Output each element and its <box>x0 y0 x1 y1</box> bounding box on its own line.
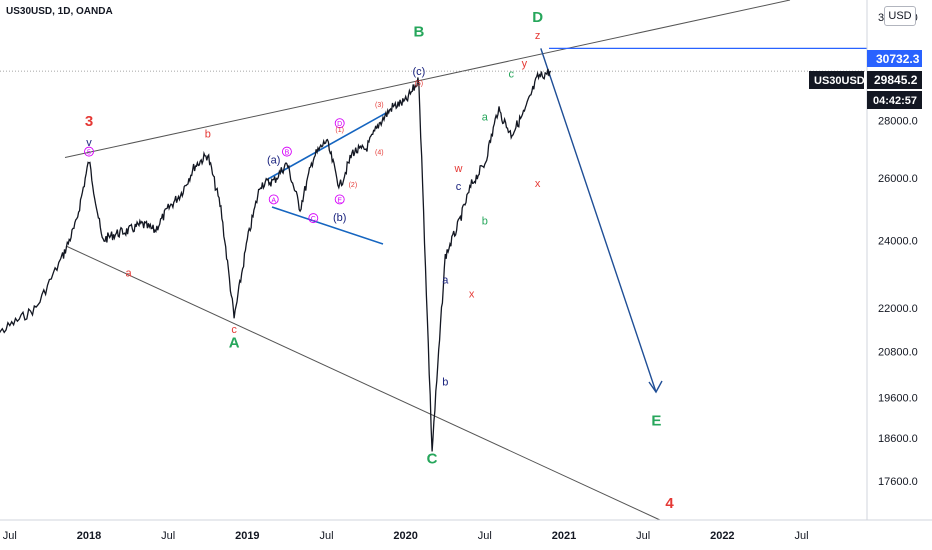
wave-label-circle <box>281 146 292 157</box>
time-tick-label: 2021 <box>552 530 576 542</box>
wave-label: a <box>442 275 449 287</box>
wave-label: (2) <box>349 182 358 189</box>
last-price-badge <box>867 71 922 89</box>
price-tick-label: 17600.0 <box>878 476 918 488</box>
currency-button[interactable]: USD <box>884 6 916 26</box>
wave-label: B <box>413 24 424 41</box>
last-price-label: 29845.2 <box>874 73 918 87</box>
wave-label: b <box>482 215 488 227</box>
price-tick-label: 20800.0 <box>878 346 918 358</box>
time-tick-label: 2020 <box>393 530 417 542</box>
price-tick-label: 19600.0 <box>878 392 918 404</box>
time-tick-label: Jul <box>319 530 333 542</box>
wave-label: (a) <box>267 154 280 166</box>
wave-label-circle <box>268 194 279 205</box>
wave-label: C <box>427 451 438 468</box>
wave-label: 4 <box>665 495 674 512</box>
wave-label: b <box>442 377 448 389</box>
time-tick-label: 2018 <box>77 530 101 542</box>
time-tick-label: Jul <box>794 530 808 542</box>
wave-label: A <box>271 197 276 204</box>
price-tick-label: 26000.0 <box>878 173 918 185</box>
projection-arrowhead <box>648 380 663 394</box>
wave-label: a <box>126 268 133 280</box>
wave-label: (5) <box>415 80 424 87</box>
symbol-badge <box>809 71 864 89</box>
symbol-label: US30USD <box>814 75 865 87</box>
wave-label: w <box>453 163 462 175</box>
wave-label: x <box>535 178 541 190</box>
wave-label: x <box>469 288 475 300</box>
chart-title: US30USD, 1D, OANDA <box>6 6 113 17</box>
price-line <box>0 68 552 452</box>
price-tick-label: 18600.0 <box>878 433 918 445</box>
price-tick-label: 24000.0 <box>878 235 918 247</box>
wave-label: (3) <box>375 102 384 109</box>
wave-label: b <box>205 128 211 140</box>
wave-label: E <box>337 197 342 204</box>
time-tick-label: 2019 <box>235 530 259 542</box>
wave-label: (4) <box>375 150 384 157</box>
wave-label: D <box>337 121 342 128</box>
wave-label: D <box>532 9 543 26</box>
wave-label: v <box>86 137 92 149</box>
lower-trendline <box>65 245 661 521</box>
time-axis[interactable]: Jul 2018 Jul 2019 Jul 2020 Jul 2021 Jul 2022 Jul <box>3 530 809 542</box>
wave-label: B <box>285 150 290 157</box>
wave-label: (c) <box>412 66 425 78</box>
price-tick-label: 22000.0 <box>878 303 918 315</box>
wave-label: (b) <box>333 212 346 224</box>
price-tick-label: 28000.0 <box>878 116 918 128</box>
wave-label: c <box>456 181 462 193</box>
wave-label: a <box>482 112 489 124</box>
wave-label: 3 <box>85 113 93 130</box>
wave-label-circle <box>334 194 345 205</box>
upper-trendline <box>64 0 791 159</box>
price-labels: 30732.3 US30USD 29845.2 04:42:57 <box>809 50 922 109</box>
wave-label: c <box>231 324 237 336</box>
time-tick-label: Jul <box>3 530 17 542</box>
time-tick-label: 2022 <box>710 530 734 542</box>
time-tick-label: Jul <box>636 530 650 542</box>
trendlines <box>0 0 867 521</box>
time-tick-label: Jul <box>161 530 175 542</box>
target-price-label: 30732.3 <box>876 52 920 66</box>
wave-label-circle <box>308 213 319 224</box>
wave-label-circle <box>334 118 345 129</box>
wave-label: (1) <box>335 127 344 134</box>
wave-label-circle <box>84 146 94 157</box>
wave-label: E <box>651 413 661 430</box>
price-series <box>0 68 552 452</box>
target-price-badge <box>867 50 922 67</box>
channel-lower <box>271 206 384 245</box>
wave-label: C <box>311 216 316 223</box>
countdown-badge <box>867 91 922 109</box>
wave-labels: 3v5bacA(a)BACDE(b)(1)(2)(3)(4)(5)(c)BCab… <box>84 9 674 512</box>
countdown-label: 04:42:57 <box>873 95 917 107</box>
wave-label: A <box>229 335 240 352</box>
time-tick-label: Jul <box>478 530 492 542</box>
wave-label: z <box>535 30 541 42</box>
wave-label: c <box>508 69 514 81</box>
wave-label: 5 <box>87 150 91 157</box>
wave-label: y <box>522 58 528 70</box>
projection-arrow <box>540 48 657 393</box>
price-axis[interactable]: 32000.028000.026000.024000.022000.020800… <box>878 12 918 488</box>
